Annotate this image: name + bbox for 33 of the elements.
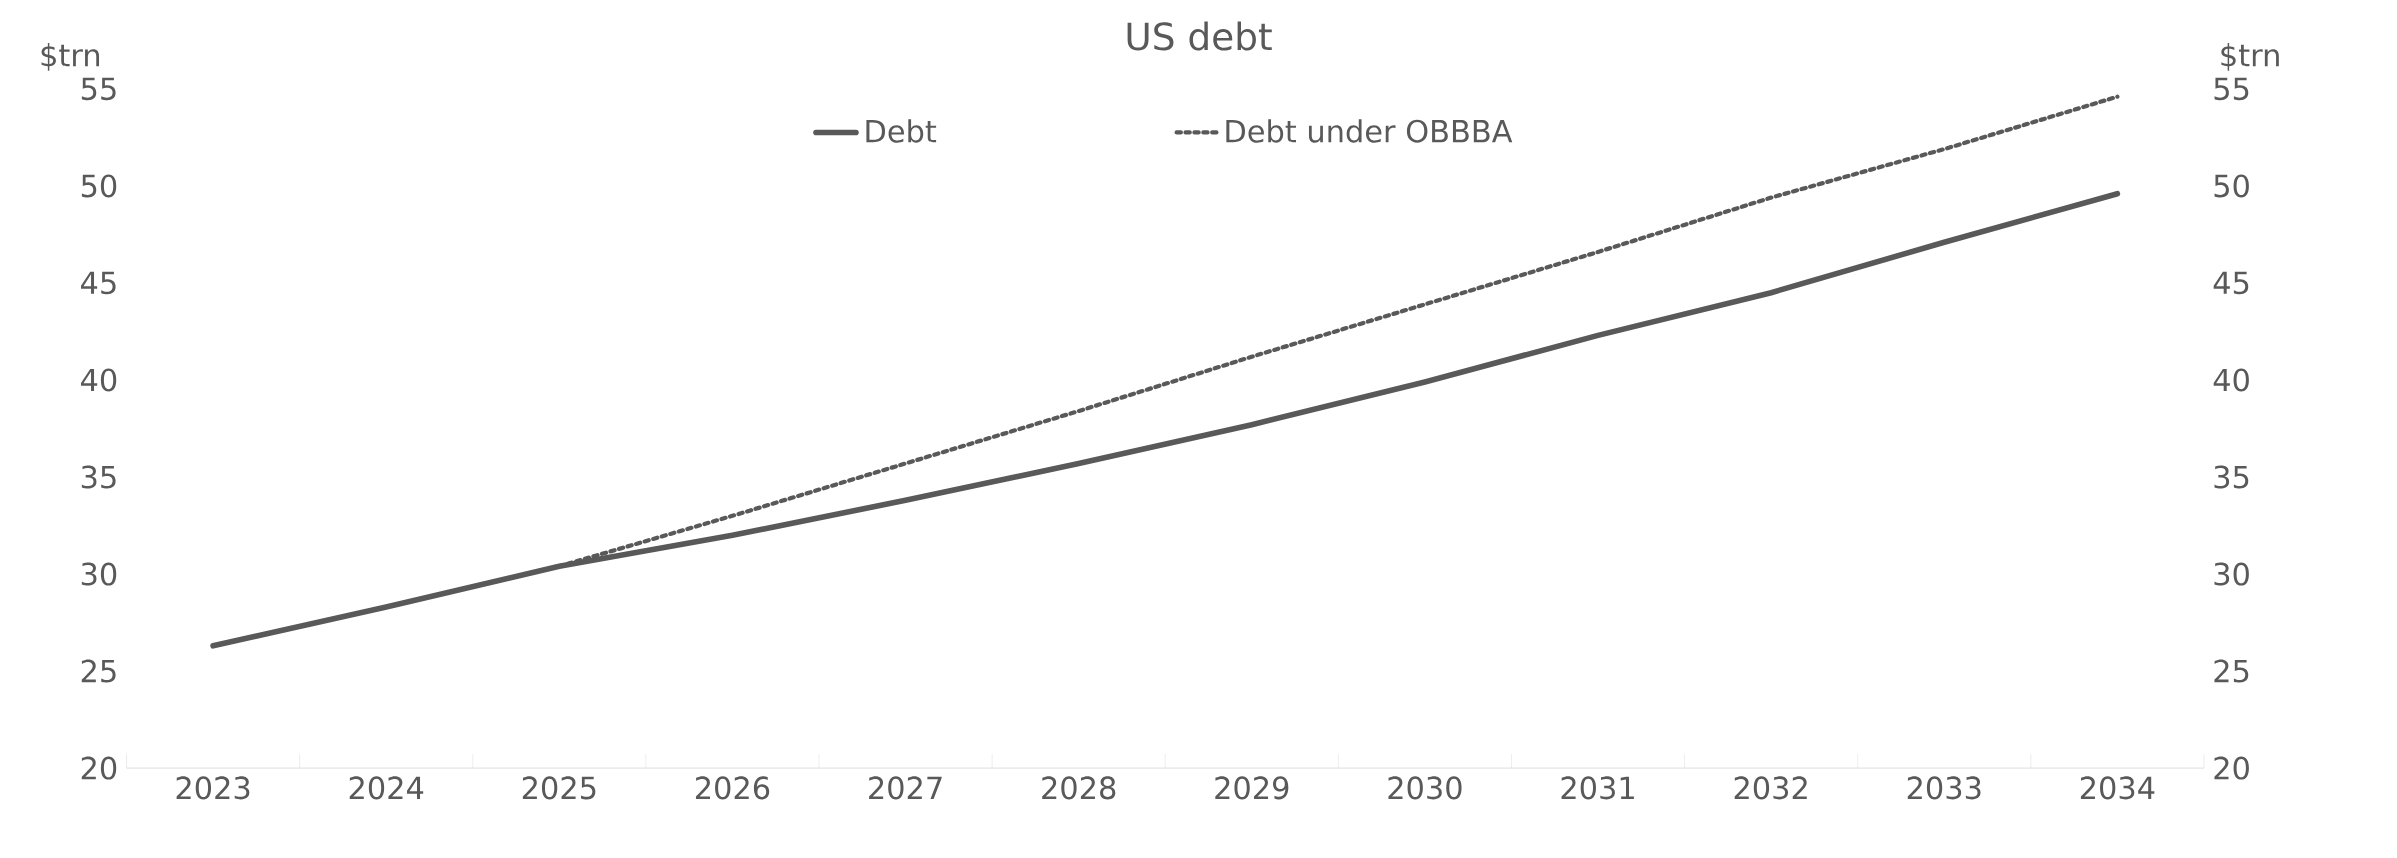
y-tick-label: 30 (81, 562, 117, 586)
y-axis-title: $trn (41, 43, 100, 71)
x-tick-label: 2032 (1734, 776, 1807, 800)
x-tick-label: 2028 (1042, 776, 1116, 800)
y-tick-label: 40 (81, 368, 117, 392)
y2-tick-label: 45 (2213, 271, 2249, 295)
y2-axis-title: $trn (2221, 43, 2279, 71)
legend-label: Debt under OBBBA (1226, 119, 1513, 143)
x-tick-label: 2024 (349, 776, 424, 800)
y2-tick-label: 20 (2214, 756, 2249, 780)
x-tick-label: 2031 (1561, 776, 1634, 800)
y-tick-label: 35 (81, 465, 116, 489)
y2-tick-label: 55 (2214, 77, 2249, 101)
y2-tick-label: 35 (2214, 465, 2249, 489)
y-tick-label: 50 (81, 174, 117, 198)
x-tick-label: 2030 (1388, 776, 1462, 800)
y-tick-label: 45 (81, 271, 116, 295)
x-tick-label: 2029 (1215, 776, 1289, 800)
x-tick-label: 2023 (176, 776, 250, 800)
y2-tick-label: 40 (2213, 368, 2249, 392)
y2-tick-label: 25 (2214, 659, 2249, 683)
chart-title: US debt (1127, 21, 1272, 51)
y-tick-label: 20 (81, 756, 117, 780)
y-tick-label: 55 (81, 77, 116, 101)
y2-tick-label: 30 (2214, 562, 2249, 586)
y-tick-label: 25 (81, 659, 116, 683)
legend-label: Debt (866, 119, 937, 143)
x-tick-label: 2033 (1907, 776, 1981, 800)
x-tick-label: 2027 (869, 776, 942, 800)
x-tick-label: 2025 (522, 776, 596, 800)
x-tick-label: 2026 (695, 776, 770, 800)
x-tick-label: 2034 (2080, 776, 2155, 800)
y2-tick-label: 50 (2214, 174, 2249, 198)
